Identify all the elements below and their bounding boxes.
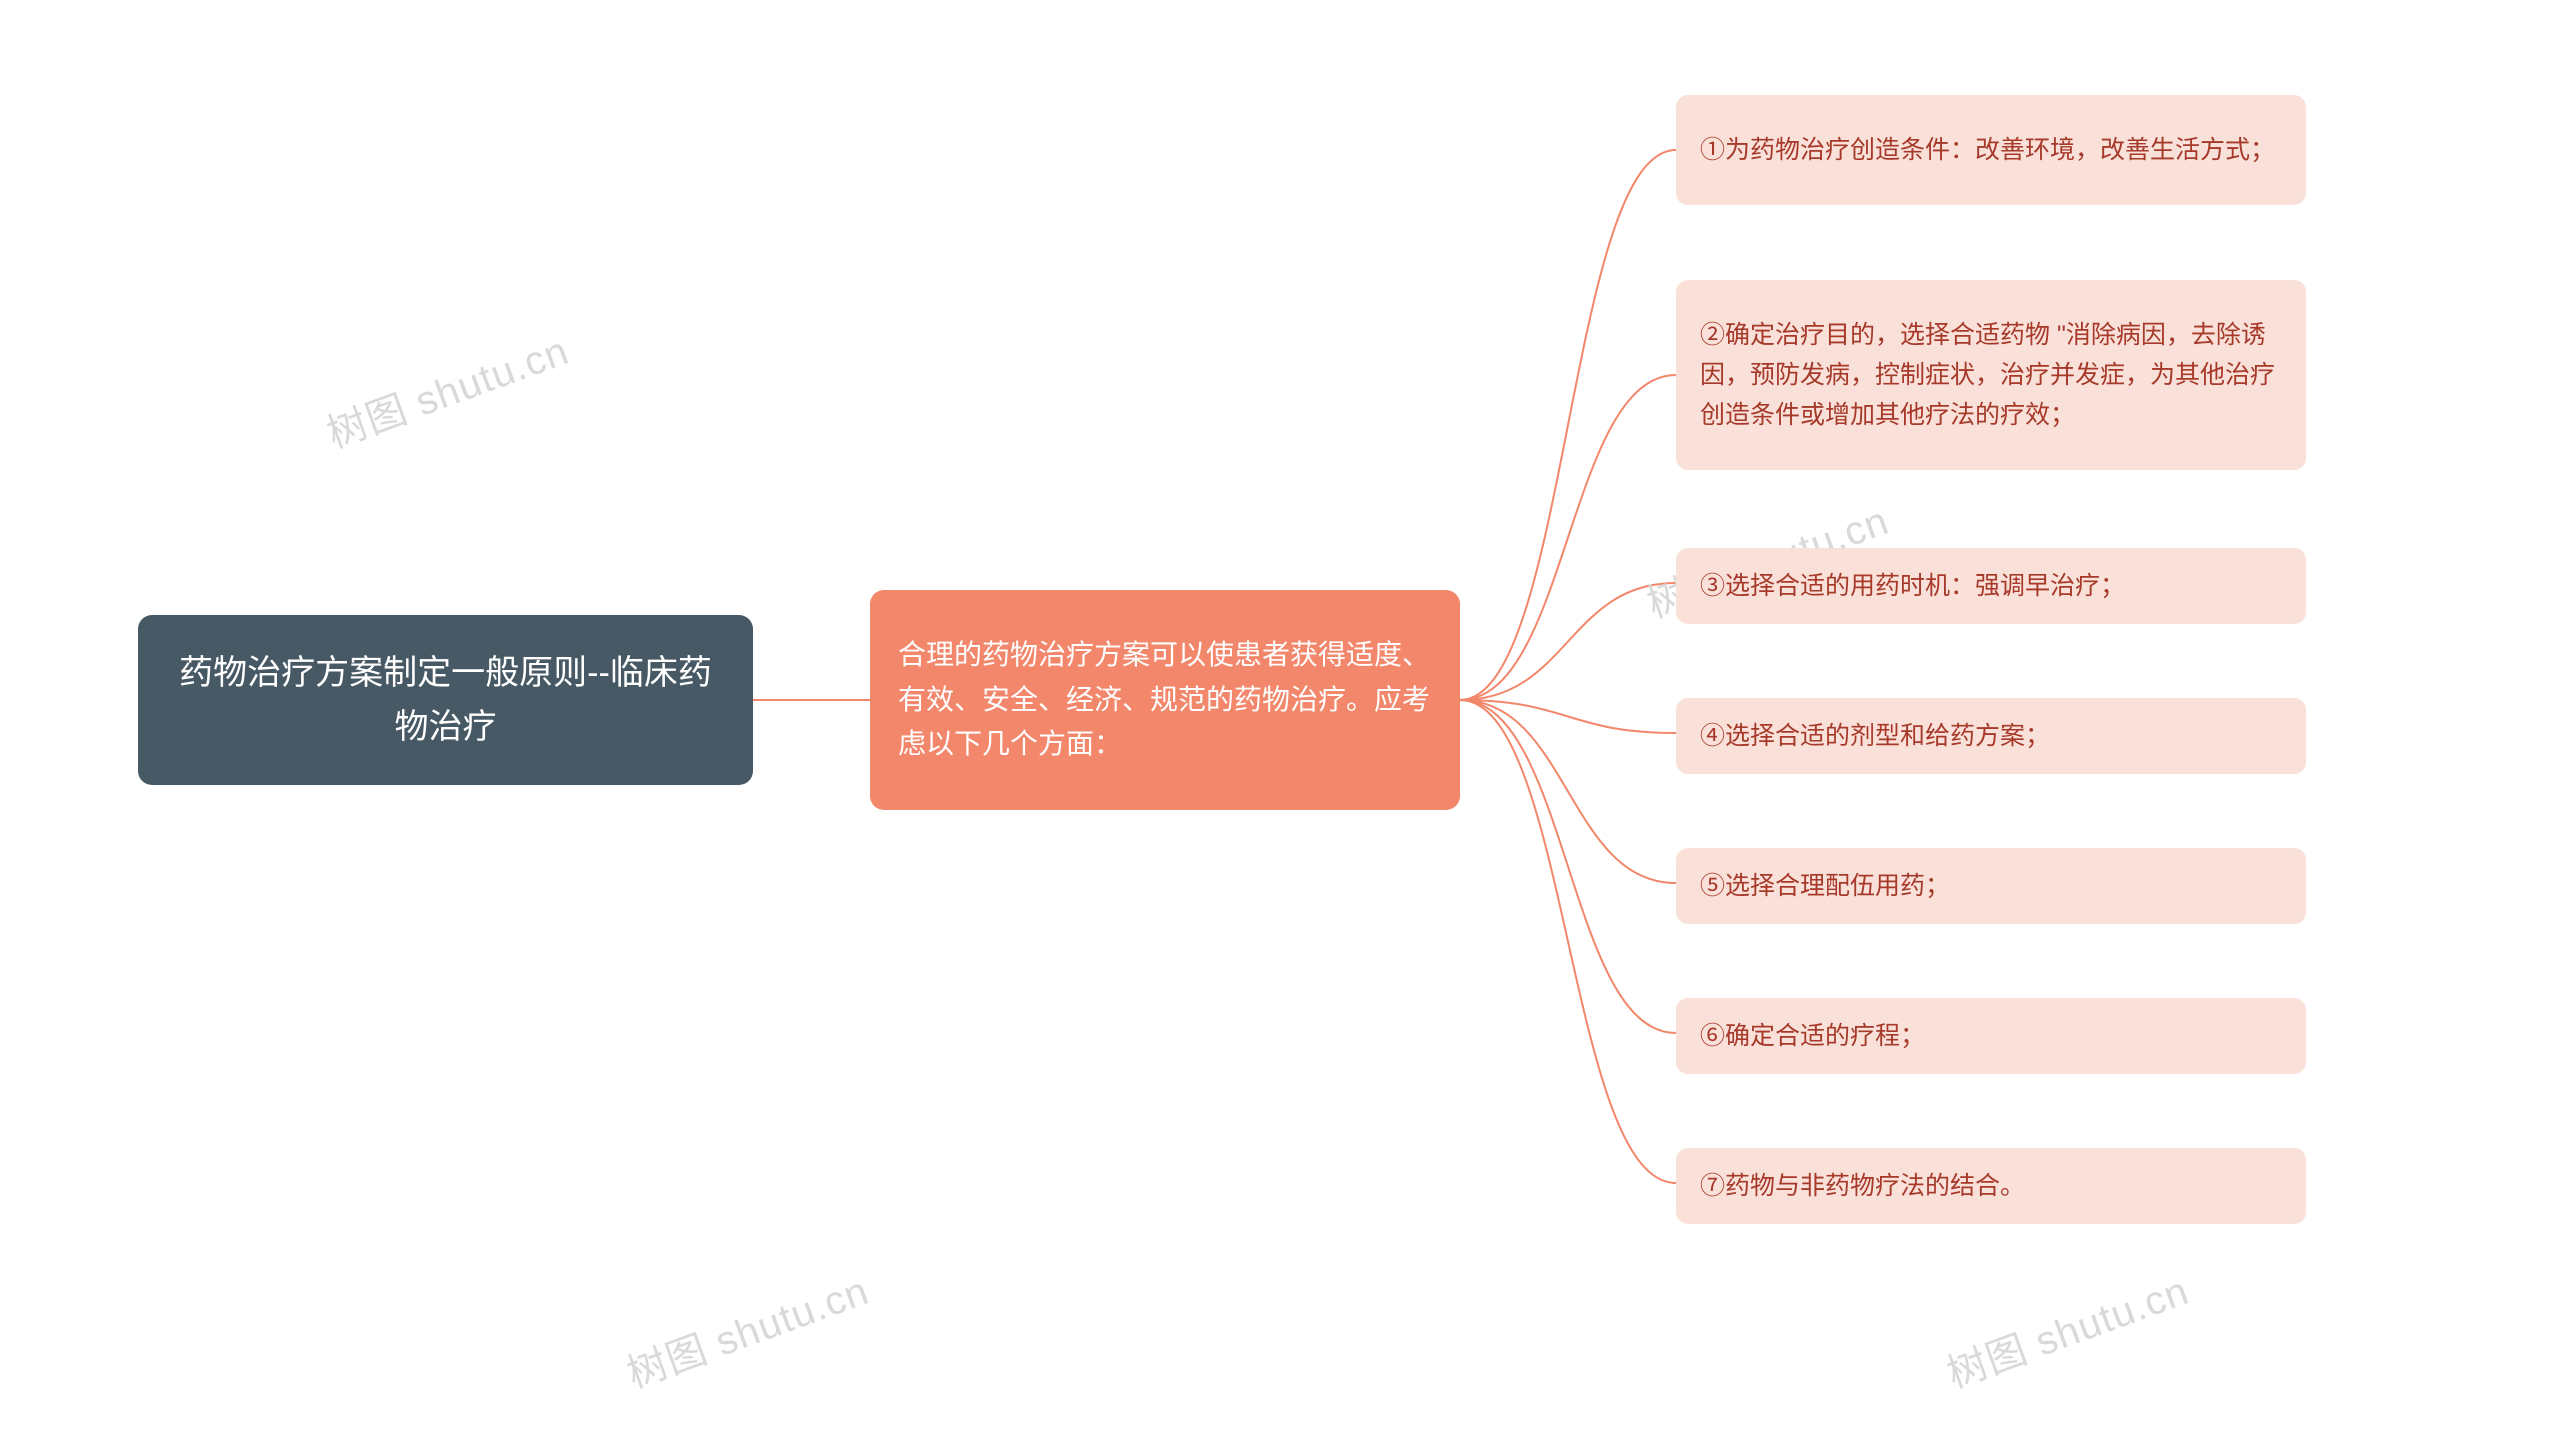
leaf-node-label: ④选择合适的剂型和给药方案； [1700,716,2050,756]
branch-node-label: 合理的药物治疗方案可以使患者获得适度、有效、安全、经济、规范的药物治疗。应考虑以… [898,633,1432,767]
watermark: 树图 shutu.cn [1938,1258,2196,1399]
leaf-node[interactable]: ④选择合适的剂型和给药方案； [1676,698,2306,774]
leaf-node[interactable]: ⑥确定合适的疗程； [1676,998,2306,1074]
root-node[interactable]: 药物治疗方案制定一般原则--临床药物治疗 [138,615,753,785]
watermark: 树图 shutu.cn [318,318,576,459]
leaf-node[interactable]: ⑤选择合理配伍用药； [1676,848,2306,924]
leaf-node[interactable]: ⑦药物与非药物疗法的结合。 [1676,1148,2306,1224]
leaf-node-label: ⑥确定合适的疗程； [1700,1016,1925,1056]
leaf-node[interactable]: ③选择合适的用药时机：强调早治疗； [1676,548,2306,624]
root-node-label: 药物治疗方案制定一般原则--临床药物治疗 [166,646,725,755]
leaf-node[interactable]: ①为药物治疗创造条件：改善环境，改善生活方式； [1676,95,2306,205]
leaf-node-label: ③选择合适的用药时机：强调早治疗； [1700,566,2125,606]
leaf-node-label: ⑤选择合理配伍用药； [1700,866,1950,906]
watermark: 树图 shutu.cn [618,1258,876,1399]
branch-node[interactable]: 合理的药物治疗方案可以使患者获得适度、有效、安全、经济、规范的药物治疗。应考虑以… [870,590,1460,810]
leaf-node[interactable]: ②确定治疗目的，选择合适药物 "消除病因，去除诱因，预防发病，控制症状，治疗并发… [1676,280,2306,470]
leaf-node-label: ⑦药物与非药物疗法的结合。 [1700,1166,2025,1206]
diagram-canvas: 树图 shutu.cn 树图 shutu.cn 树图 shutu.cn 树图 s… [0,0,2560,1429]
leaf-node-label: ①为药物治疗创造条件：改善环境，改善生活方式； [1700,130,2275,170]
leaf-node-label: ②确定治疗目的，选择合适药物 "消除病因，去除诱因，预防发病，控制症状，治疗并发… [1700,315,2282,435]
